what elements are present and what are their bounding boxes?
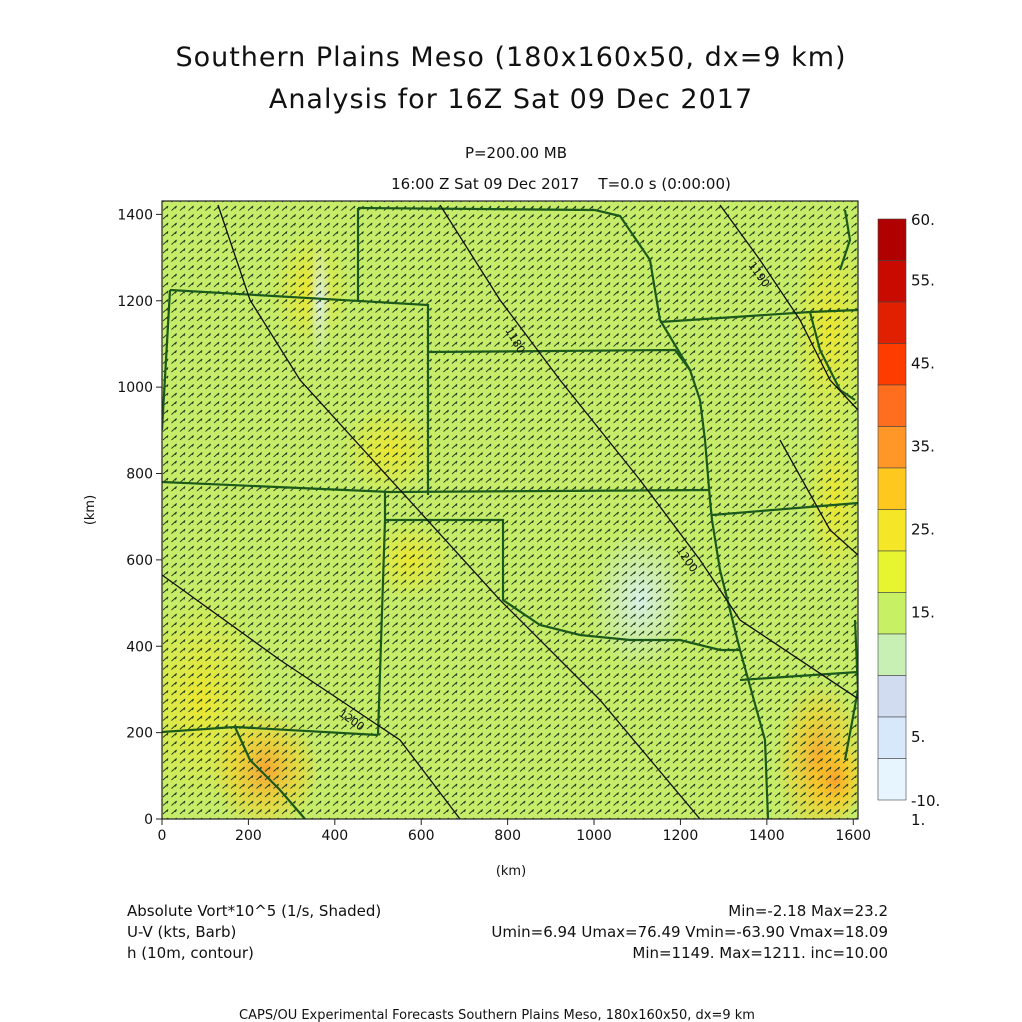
border-west xyxy=(162,289,172,431)
valid-time-label: 16:00 Z Sat 09 Dec 2017 T=0.0 s (0:00:00… xyxy=(391,175,731,193)
contour-1180 xyxy=(217,204,701,819)
colorbar-swatch xyxy=(877,301,907,344)
colorbar-swatch xyxy=(877,509,907,552)
legend-field3-stats: Min=1149. Max=1211. inc=10.00 xyxy=(632,944,888,962)
colorbar-swatch xyxy=(877,592,907,635)
y-tick-label: 200 xyxy=(126,726,153,742)
colorbar-label: 5. xyxy=(911,728,925,746)
contour-1190 xyxy=(439,204,858,700)
y-axis: 0 200 400 600 800 1000 1200 1400 xyxy=(117,207,162,828)
x-tick-label: 600 xyxy=(408,828,435,844)
border-ok-tx xyxy=(385,518,740,652)
border-east-line xyxy=(357,206,770,819)
contour-1190-east xyxy=(779,439,858,556)
y-tick-label: 800 xyxy=(126,467,153,483)
plot-title: Southern Plains Meso (180x160x50, dx=9 k… xyxy=(175,42,847,73)
colorbar-swatch xyxy=(877,218,907,261)
y-tick-label: 400 xyxy=(126,639,153,655)
y-tick-label: 1000 xyxy=(117,380,153,396)
y-tick-label: 1400 xyxy=(117,207,153,223)
y-tick-label: 600 xyxy=(126,553,153,569)
border-rio-grande xyxy=(233,726,306,819)
colorbar: 60. 55. 45. 35. 25. 15. 5. 1.-10. xyxy=(877,211,940,829)
colorbar-swatch xyxy=(877,633,907,676)
x-tick-label: 1200 xyxy=(663,828,699,844)
legend-field2-stats: Umin=6.94 Umax=76.49 Vmin=-63.90 Vmax=18… xyxy=(491,923,888,941)
x-tick-label: 400 xyxy=(321,828,348,844)
height-contours xyxy=(162,204,858,819)
footer-credit: CAPS/OU Experimental Forecasts Southern … xyxy=(239,1008,755,1022)
y-tick-label: 0 xyxy=(144,812,153,828)
plot-frame xyxy=(161,200,859,820)
border-ne-ks xyxy=(427,348,691,371)
colorbar-swatch xyxy=(877,716,907,759)
border-mo-ar xyxy=(711,501,858,517)
border-co-north xyxy=(169,288,430,495)
x-tick-label: 800 xyxy=(494,828,521,844)
x-axis-unit: (km) xyxy=(496,864,526,879)
border-ar-la xyxy=(739,670,858,682)
border-ne-corner xyxy=(838,209,852,271)
colorbar-label: 45. xyxy=(911,354,935,372)
contour-1200-north xyxy=(719,204,858,411)
colorbar-swatch xyxy=(877,550,907,593)
colorbar-swatch xyxy=(877,426,907,469)
colorbar-label: 35. xyxy=(911,437,935,455)
y-axis-unit: (km) xyxy=(83,495,98,525)
colorbar-label: 55. xyxy=(911,271,935,289)
colorbar-swatch xyxy=(877,343,907,386)
border-se-corner xyxy=(843,619,858,761)
plot-subtitle: Analysis for 16Z Sat 09 Dec 2017 xyxy=(268,84,754,115)
legend-field2: U-V (kts, Barb) xyxy=(127,923,236,941)
x-axis: 0 200 400 600 800 1000 1200 1400 1600 xyxy=(158,819,871,844)
colorbar-swatch xyxy=(877,384,907,427)
colorbar-label: 60. xyxy=(911,211,935,229)
colorbar-swatch xyxy=(877,260,907,303)
x-tick-label: 200 xyxy=(235,828,262,844)
legend: Absolute Vort*10^5 (1/s, Shaded) Min=-2.… xyxy=(127,902,888,962)
y-tick-label: 1200 xyxy=(117,294,153,310)
vorticity-shading xyxy=(162,201,858,819)
colorbar-label: 25. xyxy=(911,520,935,538)
colorbar-swatch xyxy=(877,467,907,510)
x-tick-label: 0 xyxy=(158,828,167,844)
colorbar-label: 15. xyxy=(911,603,935,621)
colorbar-swatch xyxy=(877,758,907,801)
colorbar-label: -10. xyxy=(911,792,940,810)
x-tick-label: 1400 xyxy=(749,828,785,844)
pressure-level-label: P=200.00 MB xyxy=(464,144,568,162)
political-borders xyxy=(162,206,858,819)
border-mississippi xyxy=(808,311,856,401)
legend-field3: h (10m, contour) xyxy=(127,944,254,962)
legend-field1-stats: Min=-2.18 Max=23.2 xyxy=(728,902,888,920)
legend-field1: Absolute Vort*10^5 (1/s, Shaded) xyxy=(127,902,381,920)
x-tick-label: 1000 xyxy=(576,828,612,844)
x-tick-label: 1600 xyxy=(835,828,871,844)
colorbar-label: 1. xyxy=(911,811,925,829)
colorbar-swatch xyxy=(877,675,907,718)
border-nm-tx xyxy=(376,492,387,736)
border-36n xyxy=(162,480,711,494)
contour-1200-south xyxy=(162,574,461,819)
